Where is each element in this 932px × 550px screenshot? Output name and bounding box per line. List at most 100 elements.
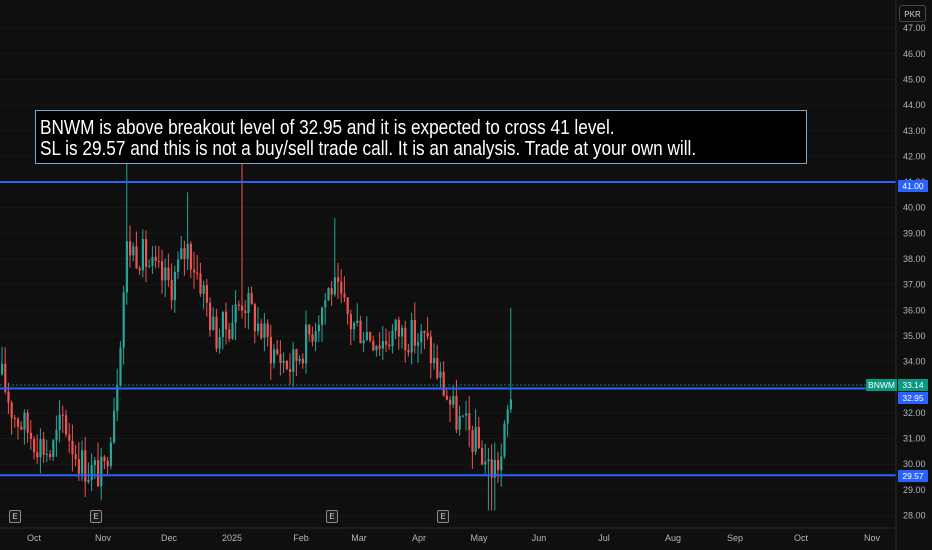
candle-body (308, 324, 311, 335)
x-tick-label: Nov (864, 533, 881, 543)
candle-body (436, 357, 439, 378)
candle-body (407, 350, 410, 353)
candle-body (244, 310, 247, 314)
candle-body (471, 429, 474, 452)
y-tick-label: 39.00 (903, 228, 926, 238)
candle-body (401, 327, 404, 337)
y-tick-label: 44.00 (903, 100, 926, 110)
candle-body (93, 460, 96, 466)
y-tick-label: 45.00 (903, 74, 926, 84)
candle-body (266, 323, 269, 337)
candle-body (349, 314, 352, 330)
y-tick-label: 34.00 (903, 357, 926, 367)
candle-body (429, 336, 432, 364)
candle-body (397, 319, 400, 337)
candle-body (378, 345, 381, 349)
candle-body (413, 319, 416, 346)
candle-body (157, 261, 160, 263)
candle-body (343, 293, 346, 298)
candle-body (263, 323, 266, 338)
candle-body (321, 307, 324, 325)
candle-body (71, 440, 74, 455)
annotation-box[interactable]: BNWM is above breakout level of 32.95 an… (35, 110, 807, 164)
candle-body (183, 248, 186, 259)
candle-body (225, 311, 228, 330)
candle-body (295, 349, 298, 361)
annotation-line-2: SL is 29.57 and this is not a buy/sell t… (40, 138, 697, 160)
candle-body (218, 337, 221, 349)
candle-body (369, 332, 372, 341)
candle-body (125, 241, 128, 293)
candle-body (177, 259, 180, 272)
x-tick-label: 2025 (222, 533, 242, 543)
candle-body (337, 277, 340, 282)
candle-body (372, 340, 375, 351)
level-lines (0, 181, 896, 477)
candle-body (97, 460, 100, 487)
candle-body (250, 293, 253, 305)
candle-body (167, 267, 170, 280)
candle-body (17, 418, 20, 427)
candle-body (100, 456, 103, 487)
x-tick-label: Mar (351, 533, 367, 543)
x-tick-label: Sep (727, 533, 743, 543)
candle-body (29, 432, 32, 439)
candle-body (87, 480, 90, 482)
candle-body (474, 426, 477, 452)
candle-body (276, 349, 279, 355)
candle-body (180, 248, 183, 260)
x-tick-label: Aug (665, 533, 681, 543)
y-tick-label: 38.00 (903, 254, 926, 264)
candle-body (423, 330, 426, 333)
level-tag-32-95: 32.95 (898, 392, 928, 404)
candle-body (145, 239, 148, 267)
candle-body (388, 344, 391, 347)
x-tick-label: Feb (293, 533, 309, 543)
earnings-marker-icon[interactable]: E (326, 510, 338, 523)
candle-body (433, 357, 436, 364)
candle-body (324, 300, 327, 308)
candle-body (141, 239, 144, 271)
candle-body (135, 246, 138, 269)
x-tick-label: Nov (95, 533, 112, 543)
earnings-marker-icon[interactable]: E (9, 510, 21, 523)
candle-body (346, 297, 349, 315)
candle-body (58, 414, 61, 431)
candle-body (193, 269, 196, 273)
candle-body (189, 243, 192, 270)
y-tick-label: 46.00 (903, 49, 926, 59)
x-tick-label: Dec (161, 533, 178, 543)
candle-body (129, 241, 132, 256)
candle-body (481, 447, 484, 465)
candle-body (119, 347, 122, 386)
candle-body (209, 302, 212, 331)
x-tick-label: Jun (532, 533, 547, 543)
candle-body (68, 434, 71, 441)
candle-body (282, 360, 285, 363)
time-axis[interactable]: Oct Nov Dec 2025 Feb Mar Apr May Jun Jul Aug Sep Oct… (27, 533, 881, 543)
y-tick-label: 43.00 (903, 126, 926, 136)
candle-body (500, 456, 503, 471)
candle-body (279, 354, 282, 363)
candle-body (362, 340, 365, 344)
annotation-line-1: BNWM is above breakout level of 32.95 an… (40, 117, 615, 139)
candle-body (375, 345, 378, 351)
earnings-marker-icon[interactable]: E (90, 510, 102, 523)
candle-body (49, 453, 52, 457)
candle-body (490, 459, 493, 478)
candle-body (394, 319, 397, 331)
candle-body (103, 456, 106, 462)
earnings-marker-icon[interactable]: E (437, 510, 449, 523)
candle-body (132, 246, 135, 256)
y-tick-label: 42.00 (903, 151, 926, 161)
candle-body (365, 332, 368, 341)
candle-body (404, 327, 407, 351)
currency-badge[interactable]: PKR (899, 5, 926, 22)
candle-body (458, 416, 461, 430)
candle-body (212, 316, 215, 331)
candle-body (385, 341, 388, 345)
candle-body (36, 452, 39, 458)
y-tick-label: 36.00 (903, 305, 926, 315)
